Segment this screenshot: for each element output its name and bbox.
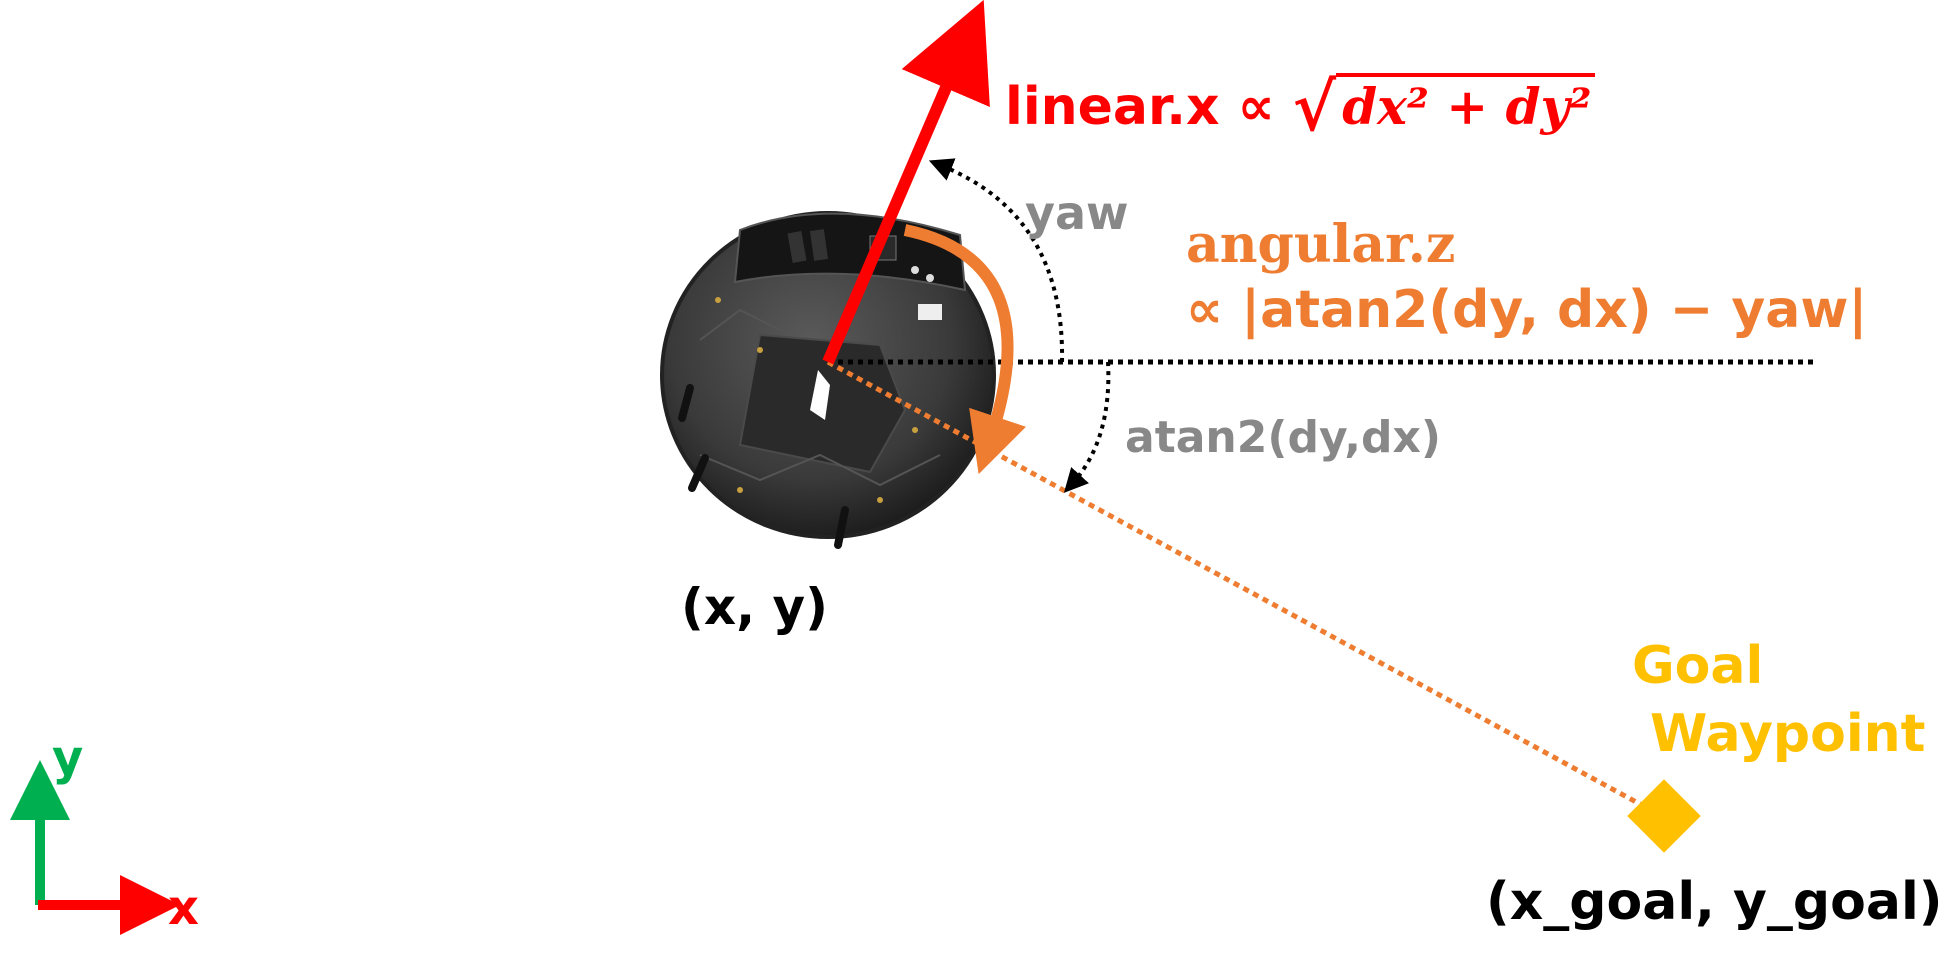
linear-sqrt-body: dx² + dy² [1336,73,1596,136]
linear-x-label: linear.x ∝ √ dx² + dy² [1005,62,1596,146]
goal-waypoint-marker-icon [1627,779,1701,853]
goal-label-line2: Waypoint [1650,704,1926,764]
yaw-label: yaw [1025,186,1129,240]
atan2-label: atan2(dy,dx) [1125,412,1441,463]
atan2-arc [1063,361,1111,493]
robot-base-icon [660,211,996,549]
goal-label-line1: Goal [1632,636,1764,696]
axis-y-label: y [52,730,84,786]
angular-rotation-arc [903,224,1027,475]
yaw-arc [928,158,1065,363]
robot-position-label: (x, y) [681,578,828,636]
linear-velocity-arrow [822,0,990,365]
goal-position-label: (x_goal, y_goal) [1486,872,1942,932]
goal-direction-line [826,359,1662,818]
angular-z-expression: ∝ |atan2(dy, dx) − yaw| [1186,280,1868,340]
axis-x-label: x [168,880,199,936]
angular-z-label: angular.z [1186,214,1456,275]
